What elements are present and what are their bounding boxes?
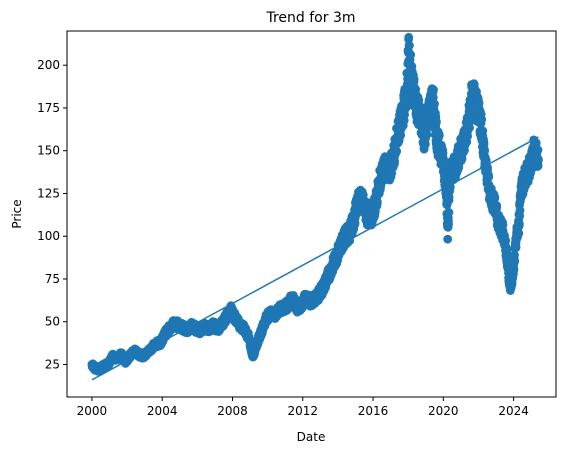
- scatter-point: [531, 138, 541, 148]
- x-tick-label: 2004: [147, 404, 178, 418]
- y-tick-label: 50: [45, 315, 60, 329]
- scatter-point: [438, 148, 448, 158]
- scatter-point: [515, 219, 524, 229]
- scatter-point: [443, 234, 453, 244]
- scatter-point: [501, 236, 511, 246]
- scatter-point: [409, 74, 419, 84]
- scatter-point: [430, 99, 439, 109]
- scatter-point: [490, 193, 500, 203]
- scatter-point: [511, 243, 521, 253]
- x-tick-label: 2000: [77, 404, 108, 418]
- x-axis: 2000 2004 2008 2012 2016 2020 2024: [77, 397, 529, 418]
- scatter-point: [439, 161, 449, 171]
- scatter-point: [474, 98, 484, 108]
- scatter-point: [400, 110, 409, 120]
- scatter-point: [404, 32, 414, 42]
- scatter-point: [465, 123, 474, 133]
- scatter-point: [514, 229, 524, 238]
- x-tick-label: 2020: [428, 404, 459, 418]
- scatter-point: [463, 131, 472, 141]
- y-tick-label: 125: [37, 186, 60, 200]
- scatter-point: [434, 130, 444, 140]
- scatter-point: [422, 130, 432, 140]
- scatter-point: [515, 206, 525, 215]
- scatter-point: [406, 50, 416, 60]
- trend-line: [91, 136, 539, 381]
- scatter-point: [492, 203, 502, 212]
- y-tick-label: 175: [37, 101, 60, 115]
- x-axis-label: Date: [297, 430, 326, 444]
- y-axis: 25 50 75 100 125 150 175 200: [37, 58, 67, 372]
- scatter-point: [445, 183, 455, 192]
- x-tick-label: 2016: [358, 404, 389, 418]
- scatter-point: [350, 218, 360, 228]
- scatter-point: [421, 139, 430, 149]
- x-tick-label: 2008: [217, 404, 248, 418]
- scatter-point: [533, 145, 543, 155]
- scatter-point: [373, 197, 382, 207]
- y-tick-label: 200: [37, 58, 60, 72]
- scatter-point: [534, 154, 543, 164]
- y-tick-label: 75: [45, 272, 60, 286]
- scatter-point: [392, 146, 402, 156]
- scatter-point: [405, 41, 414, 50]
- scatter-point: [498, 220, 508, 230]
- scatter-point: [432, 117, 441, 126]
- scatter-point: [444, 208, 454, 217]
- scatter-point: [428, 92, 438, 102]
- y-tick-label: 150: [37, 144, 60, 158]
- x-tick-label: 2012: [287, 404, 318, 418]
- scatter-point: [477, 115, 487, 124]
- y-tick-label: 100: [37, 229, 60, 243]
- plot-frame: [66, 30, 557, 398]
- y-axis-label: Price: [10, 199, 24, 228]
- x-tick-label: 2024: [498, 404, 529, 418]
- scatter-point: [510, 257, 520, 266]
- scatter-point: [429, 85, 438, 95]
- scatter-point: [478, 126, 488, 136]
- scatter-point: [444, 219, 453, 229]
- scatter-point: [396, 130, 406, 140]
- scatter-point: [481, 156, 491, 165]
- chart-title: Trend for 3m: [265, 10, 355, 26]
- scatter-point: [484, 172, 494, 182]
- y-tick-label: 25: [45, 358, 60, 372]
- scatter-point: [502, 246, 512, 256]
- scatter-point: [480, 146, 490, 156]
- scatter-point: [509, 265, 519, 274]
- plot-area: [87, 32, 543, 381]
